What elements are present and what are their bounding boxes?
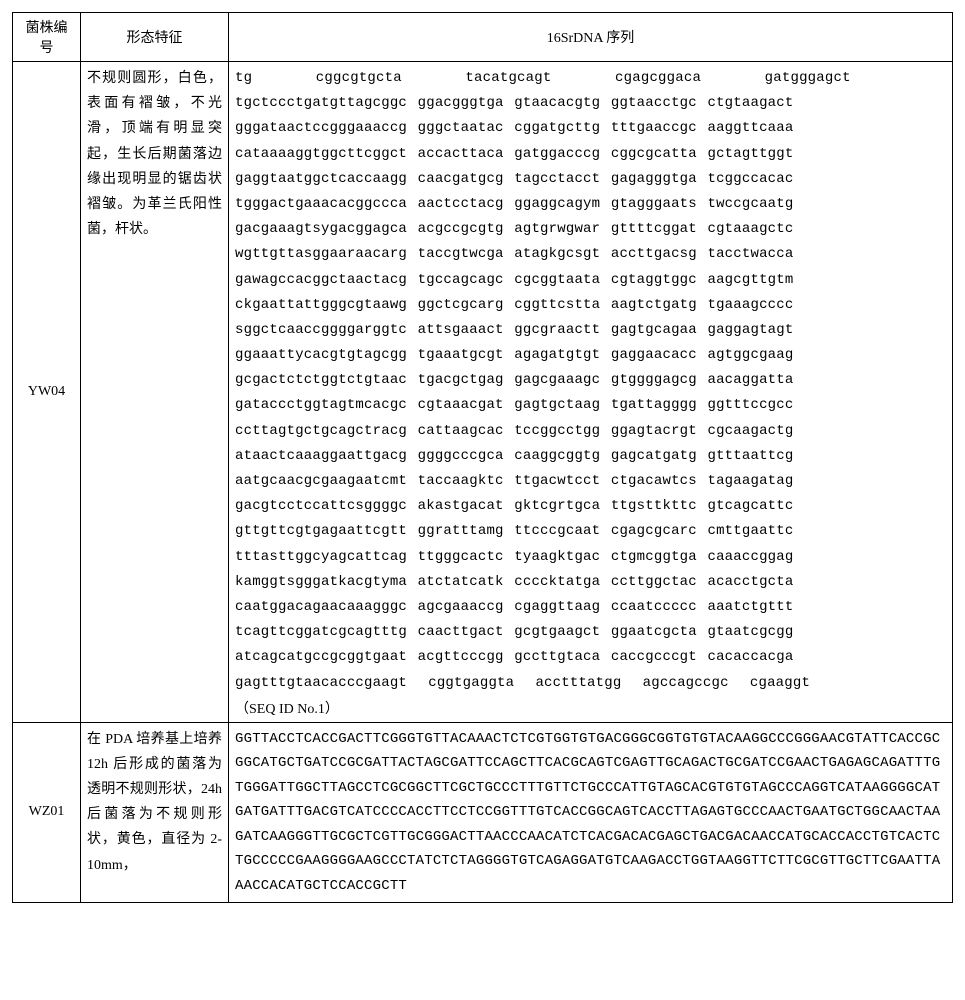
- header-strain-id-line2: 号: [40, 41, 54, 56]
- cell-sequence: tg cggcgtgcta tacatgcagt cgagcggaca gatg…: [229, 62, 953, 723]
- table-header-row: 菌株编 号 形态特征 16SrDNA 序列: [13, 13, 953, 62]
- sequence-text: GGTTACCTCACCGACTTCGGGTGTTACAAACTCTCGTGGT…: [235, 727, 946, 899]
- header-strain-id: 菌株编 号: [13, 13, 81, 62]
- strain-data-table: 菌株编 号 形态特征 16SrDNA 序列 YW04 不规则圆形，白色，表面有褶…: [12, 12, 953, 903]
- cell-sequence: GGTTACCTCACCGACTTCGGGTGTTACAAACTCTCGTGGT…: [229, 722, 953, 903]
- sequence-text: tg cggcgtgcta tacatgcagt cgagcggaca gatg…: [235, 66, 946, 696]
- cell-morphology: 在 PDA 培养基上培养 12h 后形成的菌落为透明不规则形状，24h 后菌落为…: [81, 722, 229, 903]
- cell-strain-id: YW04: [13, 62, 81, 723]
- header-strain-id-line1: 菌株编: [26, 21, 68, 36]
- table-row: WZ01 在 PDA 培养基上培养 12h 后形成的菌落为透明不规则形状，24h…: [13, 722, 953, 903]
- cell-morphology: 不规则圆形，白色，表面有褶皱，不光滑，顶端有明显突起，生长后期菌落边缘出现明显的…: [81, 62, 229, 723]
- header-sequence: 16SrDNA 序列: [229, 13, 953, 62]
- sequence-id-label: （SEQ ID No.1）: [235, 698, 946, 718]
- table-row: YW04 不规则圆形，白色，表面有褶皱，不光滑，顶端有明显突起，生长后期菌落边缘…: [13, 62, 953, 723]
- cell-strain-id: WZ01: [13, 722, 81, 903]
- header-morphology: 形态特征: [81, 13, 229, 62]
